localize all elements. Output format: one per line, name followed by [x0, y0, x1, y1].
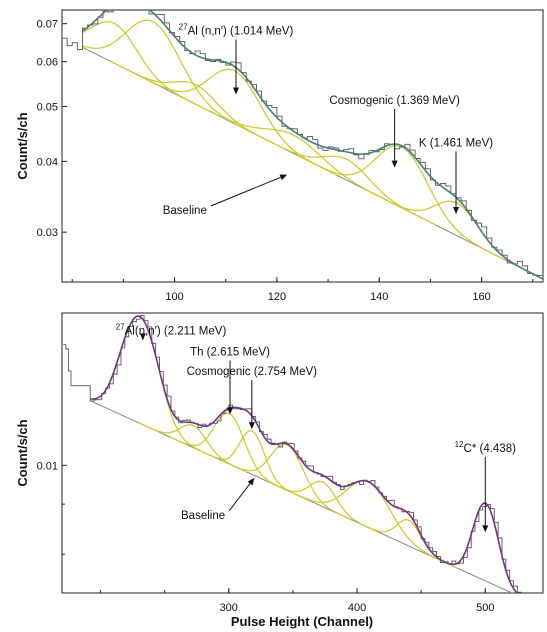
x-tick-label: 300	[220, 602, 238, 614]
annotation-arrow-head	[139, 333, 146, 341]
x-tick-label: 400	[348, 602, 366, 614]
annotation-superscript: 27	[116, 323, 125, 332]
component-peak-curve	[129, 68, 337, 176]
annotation-al: 27Al (n,n′) (1.014 MeV)	[179, 22, 294, 37]
annotation-arrow-head	[279, 174, 288, 181]
y-tick-label: 0.06	[37, 57, 58, 69]
x-tick-label: 140	[370, 291, 388, 303]
measured-spectrum-outline	[62, 10, 543, 281]
y-tick-label: 0.04	[37, 156, 58, 168]
fitted-total-line	[90, 315, 518, 593]
baseline-line	[90, 400, 514, 593]
y-tick-label: 0.03	[37, 227, 58, 239]
annotation-arrow-head	[247, 477, 255, 486]
annotation-cosmo: Cosmogenic (1.369 MeV)	[329, 95, 460, 107]
annotation-base: Baseline	[163, 205, 207, 217]
x-tick-label: 120	[268, 291, 286, 303]
measured-spectrum-line	[90, 315, 519, 593]
annotation-arrow-head	[482, 525, 489, 533]
annotation-text: Al(n,n′) (2.211 MeV)	[125, 326, 227, 338]
bottom-marks	[63, 315, 522, 593]
fitted-total-line	[82, 10, 543, 280]
top-annotations: 27Al (n,n′) (1.014 MeV) Cosmogenic (1.369…	[163, 22, 494, 217]
annotation-th: Th (2.615 MeV)	[190, 346, 270, 358]
annotation-k: K (1.461 MeV)	[419, 137, 493, 149]
annotation-arrow-head	[227, 407, 234, 415]
annotation-arrow-head	[232, 87, 239, 95]
annotation-arrow-line	[228, 483, 251, 512]
top-spectrum-panel: 100 120 140 160 0.03 0.04 0.05 0.06 0.07 27Al (n…	[15, 9, 544, 303]
annotation-al2: 27Al(n,n′) (2.211 MeV)	[116, 323, 227, 338]
bottom-y-axis-title: Count/s/ch	[15, 419, 30, 486]
annotation-base2: Baseline	[181, 510, 225, 522]
annotation-arrow-line	[210, 176, 281, 207]
top-marks	[62, 10, 543, 281]
x-tick-label: 160	[472, 291, 490, 303]
top-ticks: 100 120 140 160 0.03 0.04 0.05 0.06 0.07	[37, 19, 534, 303]
y-tick-label: 0.05	[37, 101, 58, 113]
annotation-c12: 12C* (4.438)	[455, 440, 516, 455]
bottom-plot-frame	[61, 312, 544, 594]
annotation-arrow-head	[248, 422, 255, 430]
x-tick-label: 100	[165, 291, 183, 303]
bottom-x-axis-title: Pulse Height (Channel)	[231, 614, 373, 629]
component-peak-curve	[203, 429, 301, 498]
component-peak-curve	[255, 133, 437, 226]
annotation-text: C* (4.438)	[464, 443, 517, 455]
measured-spectrum-outline	[63, 315, 522, 593]
annotation-arrow-head	[391, 160, 398, 168]
annotation-text: Al (n,n′) (1.014 MeV)	[188, 25, 294, 37]
bottom-spectrum-panel: 300 400 500 0.01 27Al(n,n′) (2.211 MeV) Th (…	[15, 312, 544, 629]
y-tick-label: 0.01	[37, 460, 58, 472]
annotation-superscript: 27	[179, 22, 188, 31]
component-peak-curve	[280, 480, 454, 567]
component-peak-curve	[180, 96, 405, 210]
annotation-arrow-head	[453, 206, 460, 214]
annotation-cosmo2: Cosmogenic (2.754 MeV)	[187, 366, 318, 378]
y-tick-label: 0.07	[37, 19, 58, 31]
annotation-superscript: 12	[455, 440, 464, 449]
component-peak-curve	[169, 412, 289, 492]
top-plot-frame	[61, 9, 544, 283]
bottom-ticks: 300 400 500 0.01	[37, 460, 495, 614]
top-y-axis-title: Count/s/ch	[15, 112, 30, 179]
bottom-annotations: 27Al(n,n′) (2.211 MeV) Th (2.615 MeV) Cosm…	[116, 323, 516, 533]
x-tick-label: 500	[476, 602, 494, 614]
